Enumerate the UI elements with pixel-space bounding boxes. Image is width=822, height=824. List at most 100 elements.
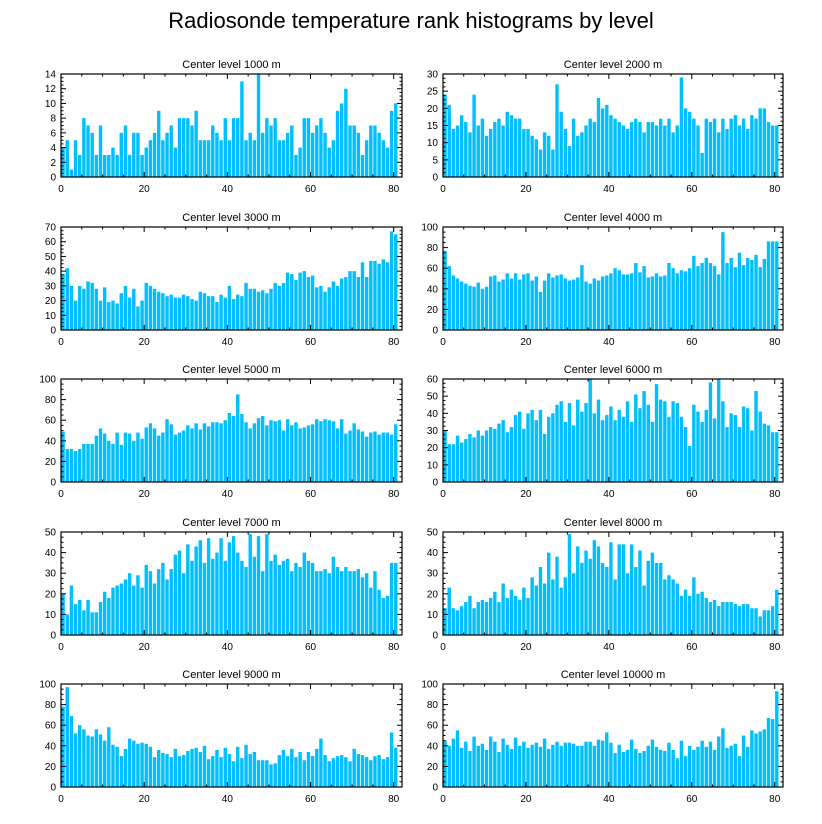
histogram-bar [464,283,468,330]
histogram-bar [190,125,194,177]
histogram-bar [181,430,186,482]
panel-title: Center level 10000 m [561,669,666,681]
histogram-bar [625,401,630,482]
histogram-bar [671,268,675,330]
histogram-bar [758,616,762,635]
histogram-bar [90,282,94,330]
histogram-bar [119,132,124,177]
histogram-bar [688,111,692,177]
y-tick-label: 60 [427,375,439,386]
histogram-bar [273,763,277,787]
histogram-bar [86,443,90,482]
x-tick-label: 60 [305,794,317,805]
histogram-bar [455,278,460,330]
histogram-bar [646,560,650,635]
histogram-bar [592,413,597,482]
histogram-bar [115,432,119,482]
histogram-bar [488,128,493,177]
histogram-bar [488,276,493,330]
x-tick-label: 40 [603,489,615,500]
histogram-bar [73,451,78,482]
histogram-bar [186,118,190,177]
histogram-bar [646,404,650,482]
histogram-bar [389,231,394,330]
histogram-bar [464,439,468,482]
histogram-bar [480,118,485,177]
y-tick-label: 40 [427,409,439,420]
histogram-bar [443,740,447,787]
histogram-bar [123,432,128,482]
histogram-bar [484,749,489,787]
histogram-bar [82,610,86,635]
histogram-bar [455,435,460,482]
histogram-bar [157,110,161,177]
histogram-bar [190,748,194,787]
histogram-bar [708,122,713,177]
histogram-bar [240,758,244,787]
x-tick-label: 40 [222,337,234,348]
histogram-bar [356,569,361,635]
histogram-bar [580,411,584,482]
histogram-bar [335,285,340,330]
histogram-bar [161,432,165,482]
x-tick-label: 20 [520,337,532,348]
histogram-bar [741,118,746,177]
histogram-bar [356,277,361,330]
histogram-bar [775,432,779,482]
histogram-bar [762,610,767,635]
histogram-bar [165,296,169,330]
histogram-bar [65,614,69,635]
histogram-bar [298,272,302,330]
histogram-bar [211,125,215,177]
histogram-bar [443,608,447,635]
histogram-bar [476,125,480,177]
histogram-bar [679,595,684,635]
x-tick-label: 20 [139,184,151,195]
histogram-bar [464,602,468,635]
histogram-bar [69,449,74,482]
histogram-bar [90,443,94,482]
histogram-bar [480,435,485,482]
histogram-bar [344,757,348,787]
histogram-bar [281,560,286,635]
histogram-bar [248,534,252,635]
histogram-bar [468,750,472,787]
histogram-bar [377,132,381,177]
histogram-bar [526,273,530,330]
x-tick-label: 80 [769,337,781,348]
histogram-bar [140,587,144,635]
y-tick-label: 20 [427,443,439,454]
histogram-bar [377,263,381,330]
histogram-bar [538,149,543,177]
histogram-bar [211,296,215,330]
histogram-bar [277,755,282,787]
histogram-bar [65,140,69,177]
histogram-bar [194,423,198,482]
histogram-bar [273,282,277,330]
histogram-bar [352,271,356,330]
histogram-bar [513,273,518,330]
plot-frame [60,531,403,636]
histogram-bar [94,612,99,635]
x-tick-label: 60 [305,489,317,500]
histogram-bar [576,135,580,177]
histogram-bar [717,132,721,177]
x-tick-label: 60 [305,184,317,195]
histogram-bar [136,432,140,482]
histogram-bar [157,435,161,482]
histogram-bar [443,250,447,330]
histogram-bar [356,132,361,177]
histogram-bar [704,257,708,330]
histogram-bar [389,732,394,787]
x-tick-label: 0 [440,489,446,500]
histogram-bar [107,727,111,787]
y-tick-label: 50 [427,528,439,539]
histogram-bar [385,262,390,330]
histogram-bar [331,140,336,177]
histogram-bar [538,567,543,635]
histogram-bar [588,558,592,635]
histogram-bar [654,746,659,787]
histogram-bar [219,757,223,787]
histogram-bar [177,297,182,330]
histogram-bar [712,749,717,787]
